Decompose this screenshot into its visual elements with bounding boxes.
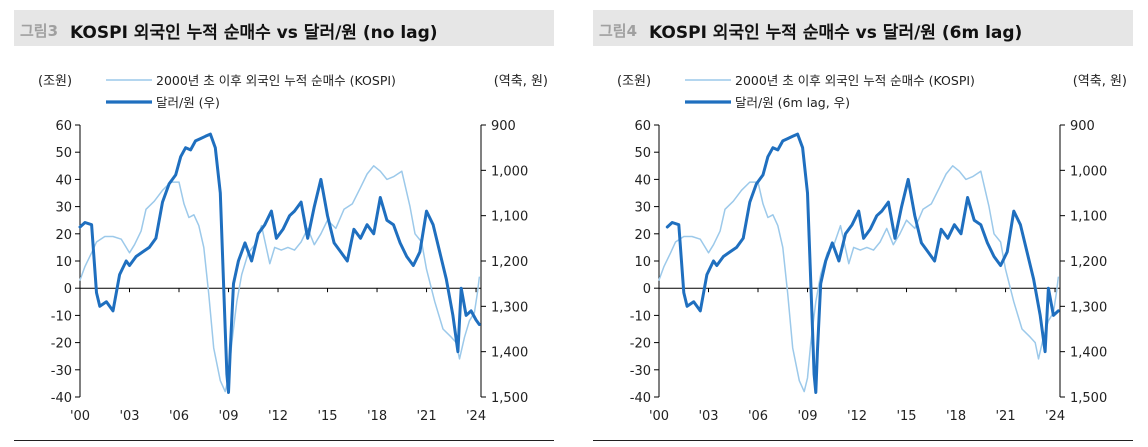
right-tick-label: 900 — [1070, 119, 1095, 134]
right-tick-label: 1,300 — [1070, 300, 1107, 315]
x-tick-label: '00 — [70, 409, 90, 424]
legend-label-usd: 달러/원 (6m lag, 우) — [735, 95, 850, 110]
figure-label: 그림3 — [20, 22, 59, 40]
title-bar: 그림4 KOSPI 외국인 누적 순매수 vs 달러/원 (6m lag) — [593, 10, 1133, 46]
x-tick-label: '21 — [416, 409, 436, 424]
left-tick-label: 10 — [634, 255, 651, 270]
x-tick-label: '15 — [896, 409, 916, 424]
left-tick-label: 50 — [55, 146, 72, 161]
x-tick-label: '24 — [1045, 409, 1065, 424]
right-tick-label: 1,300 — [491, 300, 528, 315]
chart-svg: 60 50 40 30 20 10 0 -10 -20 -30 -40 900 1,000 1,100 1,… — [38, 73, 548, 424]
right-tick-label: 1,400 — [491, 346, 528, 361]
right-tick-label: 1,000 — [491, 164, 528, 179]
right-tick-label: 1,200 — [491, 255, 528, 270]
title-bar: 그림3 KOSPI 외국인 누적 순매수 vs 달러/원 (no lag) — [14, 10, 554, 46]
left-axis-label: (조원) — [617, 74, 651, 89]
left-tick-label: 40 — [55, 173, 72, 188]
left-axis-label: (조원) — [38, 74, 72, 89]
series-line-kospi-net-buy — [658, 165, 1060, 393]
right-tick-label: 1,400 — [1070, 346, 1107, 361]
left-tick-label: 20 — [634, 228, 651, 243]
x-tick-label: '12 — [847, 409, 867, 424]
legend-label-kospi: 2000년 초 이후 외국인 누적 순매수 (KOSPI) — [156, 73, 396, 88]
series-line-kospi-net-buy — [79, 165, 481, 393]
right-tick-label: 1,200 — [1070, 255, 1107, 270]
right-tick-label: 1,100 — [1070, 210, 1107, 225]
x-tick-label: '00 — [649, 409, 669, 424]
left-tick-label: 40 — [634, 173, 651, 188]
left-tick-label: 20 — [55, 228, 72, 243]
left-tick-label: 0 — [64, 282, 72, 297]
chart-svg: 60 50 40 30 20 10 0 -10 -20 -30 -40 900 1,000 1,100 1,… — [617, 73, 1127, 424]
right-axis-label: (역축, 원) — [1073, 74, 1127, 89]
series-line-usdkrw — [665, 132, 1060, 394]
x-tick-label: '15 — [317, 409, 337, 424]
x-tick-label: '06 — [748, 409, 768, 424]
x-tick-label: '06 — [169, 409, 189, 424]
left-tick-label: -10 — [630, 309, 651, 324]
x-tick-label: '09 — [797, 409, 817, 424]
bottom-rule — [593, 440, 1133, 441]
figure-label: 그림4 — [599, 22, 638, 40]
left-tick-label: 30 — [634, 201, 651, 216]
left-tick-label: 50 — [634, 146, 651, 161]
legend-label-usd: 달러/원 (우) — [156, 95, 220, 110]
left-tick-label: -40 — [51, 391, 72, 406]
left-tick-label: -30 — [630, 364, 651, 379]
x-tick-label: '21 — [995, 409, 1015, 424]
left-tick-label: -20 — [630, 337, 651, 352]
chart-title: KOSPI 외국인 누적 순매수 vs 달러/원 (no lag) — [70, 23, 438, 43]
right-axis-label: (역축, 원) — [494, 74, 548, 89]
x-tick-label: '09 — [218, 409, 238, 424]
x-tick-label: '18 — [946, 409, 966, 424]
chart-panel-right: 그림4 KOSPI 외국인 누적 순매수 vs 달러/원 (6m lag) 60… — [593, 0, 1133, 447]
left-tick-label: -20 — [51, 337, 72, 352]
left-tick-label: -10 — [51, 309, 72, 324]
chart-title: KOSPI 외국인 누적 순매수 vs 달러/원 (6m lag) — [649, 23, 1023, 43]
legend-label-kospi: 2000년 초 이후 외국인 누적 순매수 (KOSPI) — [735, 73, 975, 88]
right-tick-label: 900 — [491, 119, 516, 134]
left-tick-label: 30 — [55, 201, 72, 216]
series-line-usdkrw — [78, 132, 481, 394]
x-tick-label: '03 — [698, 409, 718, 424]
x-tick-label: '03 — [119, 409, 139, 424]
left-tick-label: -40 — [630, 391, 651, 406]
left-tick-label: 60 — [55, 119, 72, 134]
x-tick-label: '12 — [268, 409, 288, 424]
x-tick-label: '18 — [367, 409, 387, 424]
left-tick-label: 0 — [643, 282, 651, 297]
x-tick-label: '24 — [466, 409, 486, 424]
left-tick-label: 10 — [55, 255, 72, 270]
bottom-rule — [14, 440, 554, 441]
right-tick-label: 1,000 — [1070, 164, 1107, 179]
left-tick-label: 60 — [634, 119, 651, 134]
left-tick-label: -30 — [51, 364, 72, 379]
right-tick-label: 1,500 — [491, 391, 528, 406]
right-tick-label: 1,500 — [1070, 391, 1107, 406]
chart-panel-left: 그림3 KOSPI 외국인 누적 순매수 vs 달러/원 (no lag) 60… — [14, 0, 554, 447]
right-tick-label: 1,100 — [491, 210, 528, 225]
